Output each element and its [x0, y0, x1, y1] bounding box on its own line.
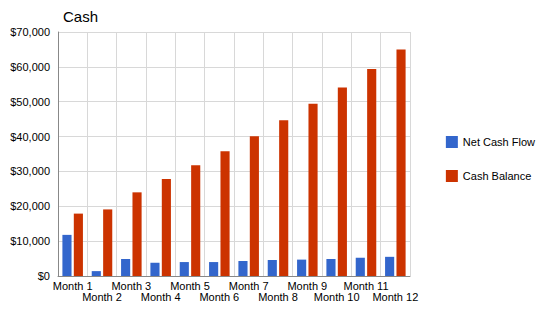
svg-text:Month 11: Month 11 [343, 279, 389, 292]
svg-text:$20,000: $20,000 [10, 200, 50, 212]
svg-text:$10,000: $10,000 [10, 235, 50, 247]
svg-text:Cash Balance: Cash Balance [463, 170, 532, 182]
svg-text:Month 7: Month 7 [228, 279, 269, 292]
svg-text:Month 12: Month 12 [372, 291, 418, 303]
svg-text:Month 5: Month 5 [170, 279, 210, 292]
svg-text:Month 2: Month 2 [82, 291, 122, 303]
svg-text:$30,000: $30,000 [10, 165, 50, 177]
svg-text:Month 4: Month 4 [141, 291, 181, 303]
svg-text:Net Cash Flow: Net Cash Flow [463, 136, 535, 148]
svg-text:$50,000: $50,000 [10, 96, 50, 108]
svg-text:Month 8: Month 8 [258, 291, 298, 303]
svg-text:Month 6: Month 6 [199, 291, 239, 303]
svg-text:$70,000: $70,000 [10, 26, 50, 38]
svg-text:$60,000: $60,000 [10, 61, 50, 73]
svg-text:Month 1: Month 1 [52, 279, 93, 292]
svg-text:Month 3: Month 3 [111, 279, 152, 292]
svg-text:Month 10: Month 10 [314, 291, 360, 303]
svg-text:$0: $0 [38, 270, 50, 282]
svg-text:Cash: Cash [63, 8, 98, 25]
svg-text:$40,000: $40,000 [10, 131, 50, 143]
svg-text:Month 9: Month 9 [287, 279, 328, 292]
